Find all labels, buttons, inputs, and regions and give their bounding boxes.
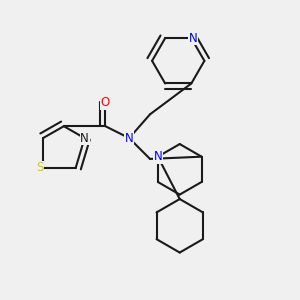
Text: N: N: [125, 132, 134, 145]
Text: N: N: [80, 132, 89, 145]
Text: N: N: [154, 150, 162, 163]
Text: N: N: [188, 32, 197, 45]
Text: O: O: [101, 96, 110, 109]
Text: S: S: [36, 161, 44, 174]
